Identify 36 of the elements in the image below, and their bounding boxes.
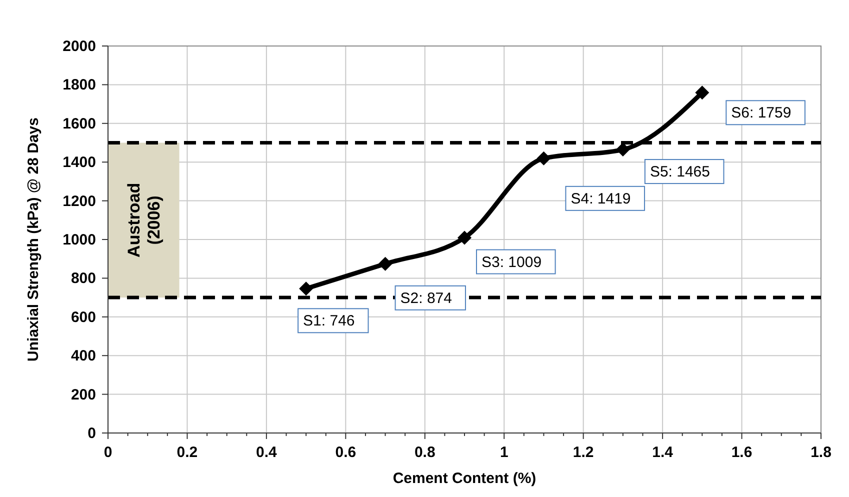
- y-tick-label: 1200: [62, 192, 96, 210]
- x-tick-label: 1.6: [731, 444, 752, 461]
- y-tick-label: 200: [70, 386, 96, 404]
- y-axis-title: Uniaxial Strength (kPa) @ 28 Days: [25, 118, 42, 362]
- y-tick-label: 1800: [62, 76, 96, 94]
- point: [299, 282, 314, 296]
- y-tick-label: 1600: [62, 115, 96, 132]
- annotation: S4: 1419: [570, 190, 631, 208]
- annotation: S5: 1465: [650, 164, 710, 181]
- x-tick-label: 0.6: [335, 444, 356, 461]
- x-tick-label: 0: [104, 444, 112, 461]
- y-tick-label: 800: [70, 270, 96, 288]
- x-tick-label: 0.4: [256, 444, 278, 461]
- annotation: S2: 874: [400, 290, 452, 307]
- x-tick-label: 1: [500, 444, 508, 461]
- y-tick-label: 0: [88, 425, 96, 442]
- x-tick-label: 1.8: [810, 444, 832, 461]
- x-axis-title: Cement Content (%): [392, 470, 536, 487]
- annotation: S1: 746: [303, 312, 355, 330]
- y-tick-label: 2000: [62, 38, 96, 55]
- point: [378, 256, 392, 271]
- annotation: S3: 1009: [482, 254, 542, 271]
- point: [616, 142, 630, 157]
- x-tick-label: 0.2: [176, 444, 198, 461]
- annotation: S6: 1759: [731, 104, 792, 122]
- band-label: Austroad (2006): [124, 182, 164, 258]
- y-tick-label: 400: [70, 348, 96, 365]
- point: [695, 86, 710, 100]
- point: [458, 230, 472, 245]
- x-tick-label: 1.2: [572, 444, 594, 461]
- x-tick-label: 0.8: [414, 444, 436, 461]
- y-tick-label: 1000: [62, 232, 96, 248]
- y-tick-label: 600: [70, 308, 96, 326]
- point: [536, 151, 551, 166]
- x-tick-label: 1.4: [652, 444, 674, 461]
- y-tick-label: 1400: [62, 154, 96, 172]
